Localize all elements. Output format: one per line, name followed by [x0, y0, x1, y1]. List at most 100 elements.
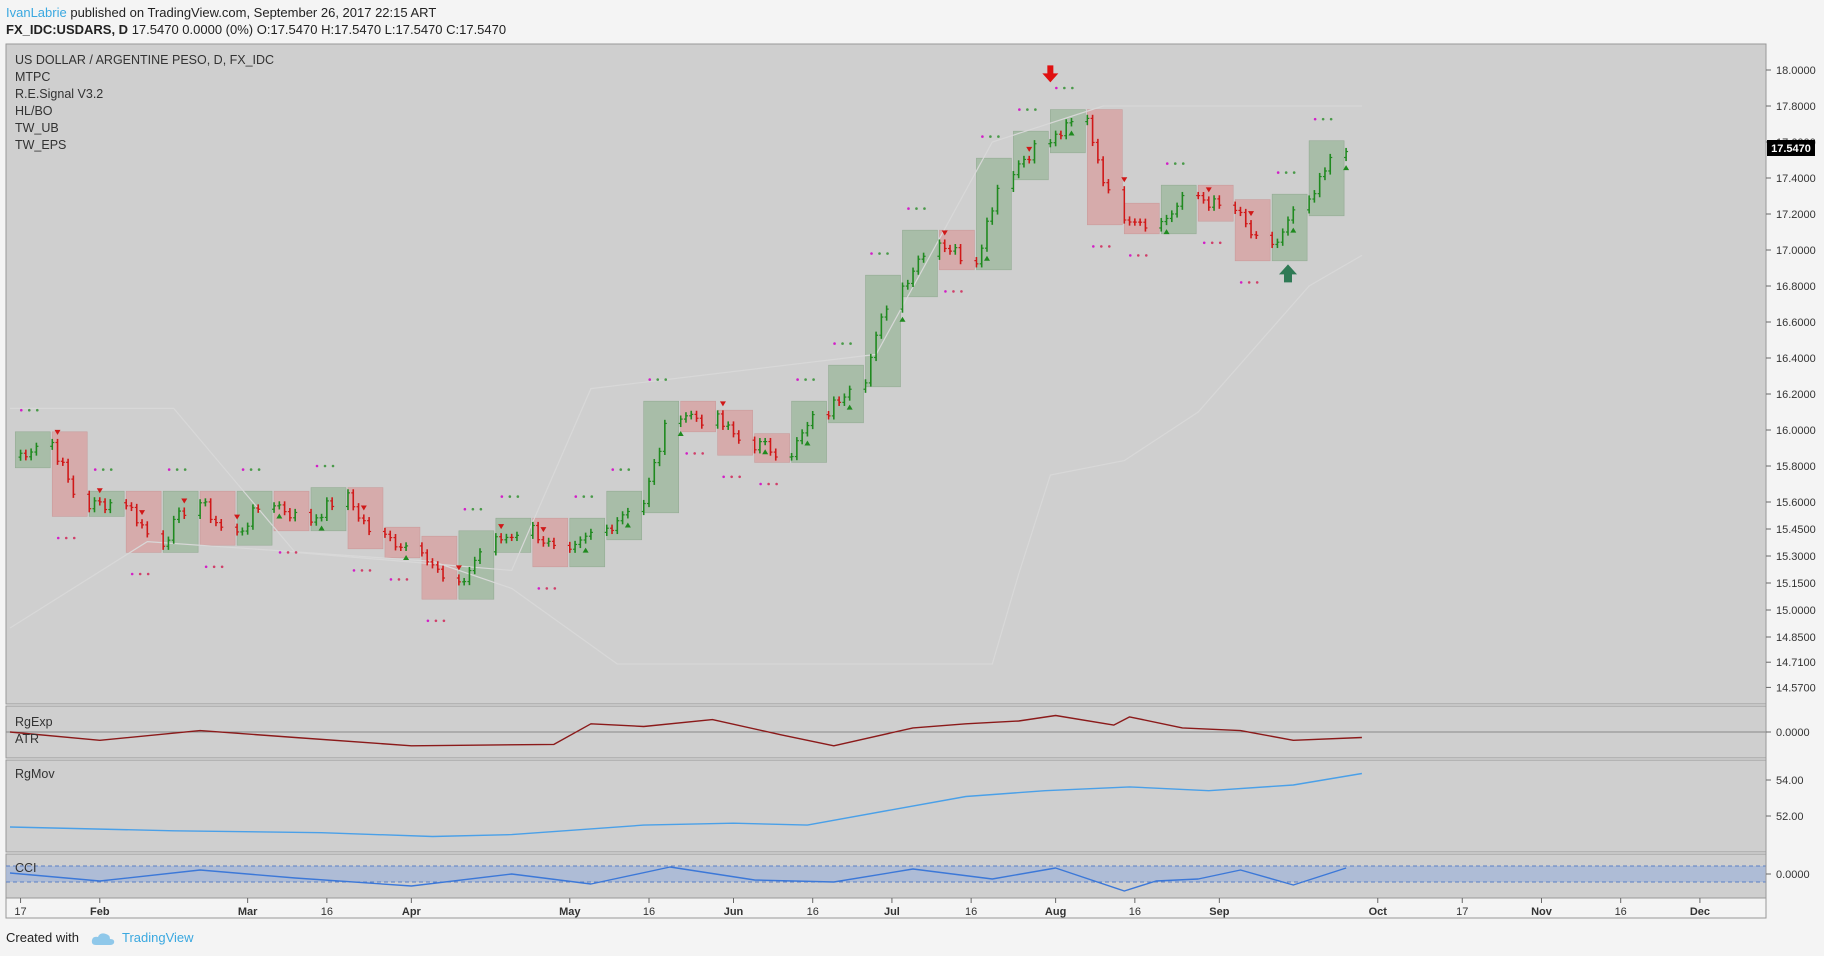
up-marker-78 — [582, 547, 589, 553]
lower-band-line — [9, 254, 1363, 665]
level-dot-11-2 — [442, 619, 446, 623]
up-marker-174 — [1290, 227, 1297, 233]
footer: Created with TradingView — [6, 930, 194, 946]
range-box-15 — [569, 517, 606, 568]
sell-arrow-icon — [1042, 65, 1059, 83]
down-marker-48 — [360, 505, 367, 511]
indicator-hl-bo[interactable]: HL/BO — [15, 104, 53, 118]
level-dot-14-0 — [537, 587, 541, 590]
level-dot-14-2 — [553, 587, 557, 590]
up-marker-132 — [983, 255, 990, 261]
level-dot-1-0 — [56, 536, 60, 540]
level-dot-5-2 — [220, 565, 224, 569]
y-tick-label-9: 16.2000 — [1776, 389, 1816, 401]
y-tick-label-14: 15.3000 — [1776, 551, 1816, 563]
rgexp-line — [9, 714, 1362, 747]
indicator-re-signal[interactable]: R.E.Signal V3.2 — [15, 87, 104, 101]
level-dot-34-1 — [1284, 171, 1288, 174]
down-marker-66 — [498, 524, 505, 530]
level-dot-10-1 — [397, 578, 401, 581]
author-link[interactable]: IvanLabrie — [6, 5, 67, 20]
down-marker-30 — [234, 514, 241, 520]
level-dot-8-0 — [315, 464, 319, 468]
level-dot-6-1 — [249, 468, 253, 471]
level-dot-35-1 — [1321, 117, 1325, 121]
x-tick-label-16: Nov — [1531, 906, 1553, 918]
level-dot-18-2 — [701, 452, 704, 455]
level-dot-32-0 — [1202, 241, 1206, 245]
level-dot-23-0 — [870, 252, 873, 255]
last-price-box — [1767, 140, 1815, 156]
level-dot-11-0 — [426, 619, 430, 623]
y-tick-label-6: 16.8000 — [1776, 281, 1816, 293]
x-tick-label-8: 16 — [807, 906, 819, 918]
y-tick-label-0: 18.0000 — [1776, 65, 1816, 77]
level-dot-27-0 — [1018, 108, 1021, 111]
cci-label[interactable]: CCI — [15, 861, 37, 875]
level-dot-1-2 — [72, 536, 76, 540]
atr-label[interactable]: ATR — [15, 732, 40, 746]
indicator-tw-ub[interactable]: TW_UB — [15, 121, 59, 135]
x-tick-label-0: 17 — [14, 906, 26, 918]
level-dot-14-1 — [545, 587, 549, 590]
x-tick-label-14: Oct — [1369, 906, 1388, 918]
level-dot-16-0 — [611, 468, 615, 471]
level-dot-2-2 — [109, 468, 113, 471]
y-tick-label-1: 17.8000 — [1776, 101, 1816, 113]
level-dot-15-1 — [582, 495, 586, 498]
level-dot-27-1 — [1026, 108, 1029, 111]
level-dot-10-2 — [405, 578, 409, 581]
indicator-mtpc[interactable]: MTPC — [15, 70, 51, 84]
range-box-31 — [1160, 184, 1197, 235]
y-tick-label-13: 15.4500 — [1776, 524, 1816, 536]
y-tick-label-4: 17.2000 — [1776, 209, 1816, 221]
down-marker-138 — [1026, 146, 1033, 152]
level-dots — [19, 86, 1333, 623]
down-marker-72 — [540, 527, 547, 533]
indicator-tw-eps[interactable]: TW_EPS — [15, 138, 67, 152]
rgmov-label[interactable]: RgMov — [15, 767, 55, 781]
level-dot-13-0 — [500, 495, 504, 498]
level-dot-33-2 — [1255, 281, 1259, 284]
y-tick-label-15: 15.1500 — [1776, 578, 1816, 590]
level-dot-5-0 — [204, 565, 208, 569]
range-box-12 — [458, 530, 495, 600]
down-marker-60 — [455, 565, 462, 571]
rgexp-legend: RgExp ATR — [15, 714, 53, 748]
level-dot-24-2 — [923, 207, 926, 210]
level-dot-4-2 — [183, 468, 187, 471]
tradingview-link[interactable]: TradingView — [122, 930, 194, 945]
level-dot-34-2 — [1292, 171, 1296, 174]
y-axis-ticks: 18.000017.800017.600017.400017.200017.00… — [1766, 65, 1816, 694]
range-box-7 — [273, 490, 310, 532]
level-dot-21-2 — [812, 378, 815, 381]
y-tick-label-5: 17.0000 — [1776, 245, 1816, 257]
rgmov-tick-label-0: 54.00 — [1776, 775, 1804, 787]
level-dot-11-1 — [434, 619, 438, 623]
level-dot-31-0 — [1165, 162, 1169, 165]
level-dot-27-2 — [1034, 108, 1037, 111]
down-marker-150 — [1121, 177, 1128, 183]
buy-arrow-icon — [1278, 264, 1297, 283]
level-dot-19-0 — [722, 475, 725, 479]
level-dot-24-0 — [907, 207, 910, 210]
level-dot-28-1 — [1063, 86, 1066, 90]
level-dot-35-2 — [1329, 117, 1333, 121]
level-dot-2-0 — [93, 468, 97, 471]
upper-band-line — [10, 105, 1362, 572]
y-tick-label-17: 14.8500 — [1776, 632, 1816, 644]
down-marker-96 — [719, 401, 726, 407]
level-dot-33-1 — [1247, 281, 1251, 284]
up-marker-102 — [762, 449, 769, 455]
level-dot-9-1 — [360, 569, 364, 572]
symbol-name: FX_IDC:USDARS, D — [6, 22, 129, 37]
level-dot-21-0 — [796, 378, 799, 381]
up-marker-114 — [846, 404, 853, 410]
level-dot-22-0 — [833, 342, 836, 345]
rgexp-tick-label: 0.0000 — [1776, 727, 1810, 739]
level-dot-16-2 — [627, 468, 631, 471]
level-dot-0-0 — [19, 408, 23, 412]
rgexp-label[interactable]: RgExp — [15, 715, 53, 729]
level-dot-23-2 — [886, 252, 889, 255]
